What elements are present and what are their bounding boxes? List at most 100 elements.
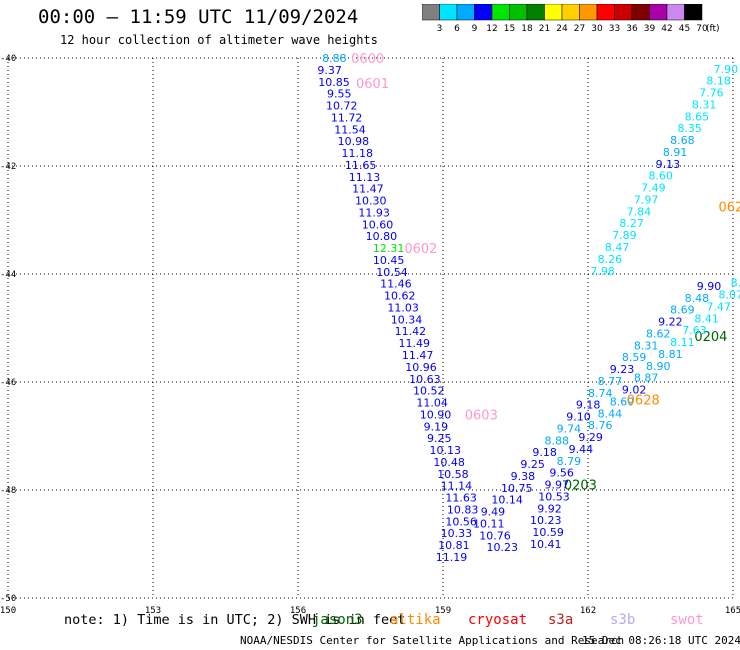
color-scale-label: 30 — [591, 24, 603, 34]
color-scale-label: 27 — [574, 24, 585, 34]
data-point-altika: 9.44 — [569, 443, 594, 456]
data-point-swot: 8.88 — [322, 52, 347, 65]
data-point-jason3: 8.88 — [545, 434, 570, 447]
pass-label-altika: 0628 — [627, 393, 660, 408]
data-point-jason3: 9.18 — [532, 446, 557, 459]
data-point-altika: 10.59 — [532, 526, 564, 539]
data-point-altika: 9.29 — [578, 431, 603, 444]
data-point-cryosat: 8.31 — [692, 98, 717, 111]
pass-label-swot: 0603 — [465, 408, 498, 423]
data-point-swot: 10.63 — [409, 373, 441, 386]
satellite-label-altika: altika — [390, 612, 441, 628]
color-scale-label: 21 — [539, 24, 550, 34]
data-point-cryosat: 7.97 — [634, 193, 659, 206]
chart-title: 00:00 – 11:59 UTC 11/09/2024 — [38, 6, 359, 28]
data-point-cryosat: 8.18 — [706, 75, 731, 88]
data-point-cryosat: 7.90 — [714, 63, 739, 76]
data-point-swot: 10.72 — [326, 100, 358, 113]
data-point-jason3: 9.23 — [610, 363, 635, 376]
color-scale-label: 6 — [454, 24, 460, 34]
data-point-swot: 10.56 — [445, 515, 477, 528]
color-scale-legend: 3 6 9 12 15 18 21 24 27 30 33 36 39 42 45 70(ft) — [422, 4, 720, 34]
y-tick-label: -46 — [0, 378, 16, 388]
footer-note: note: 1) Time is in UTC; 2) SWH is in fe… — [64, 612, 406, 628]
data-point-swot: 11.13 — [349, 171, 381, 184]
data-point-jason3: 9.38 — [511, 470, 535, 483]
data-point-swot: 11.04 — [416, 397, 448, 410]
satellite-label-s3a: s3a — [548, 612, 574, 628]
data-point-cryosat: 8.27 — [619, 217, 644, 230]
y-tick-label: -48 — [0, 486, 16, 496]
data-point-swot: 12.31 — [373, 242, 405, 255]
data-point-jason3: 9.90 — [697, 280, 722, 293]
data-point-swot: 9.19 — [424, 420, 449, 433]
color-scale-swatch — [526, 4, 545, 21]
data-point-cryosat: 8.65 — [685, 110, 710, 123]
x-tick-label: 156 — [290, 606, 306, 616]
color-scale-label: 42 — [661, 24, 672, 34]
data-point-altika: 7.63 — [682, 324, 707, 337]
color-scale-swatch — [456, 4, 475, 21]
data-point-altika: 9.56 — [549, 467, 574, 480]
data-point-cryosat: 7.84 — [627, 205, 652, 218]
y-tick-label: -40 — [0, 54, 16, 64]
data-point-cryosat: 7.49 — [641, 182, 666, 195]
data-point-swot: 11.19 — [436, 551, 468, 564]
data-point-altika: 8.44 — [598, 407, 623, 420]
data-point-swot: 11.65 — [345, 159, 377, 172]
color-scale-swatch — [561, 4, 580, 21]
data-point-jason3: 8.69 — [670, 304, 695, 317]
x-tick-label: 153 — [145, 606, 161, 616]
color-scale-label: 12 — [486, 24, 497, 34]
data-point-swot: 11.93 — [358, 206, 390, 219]
data-point-jason3: 9.22 — [658, 316, 683, 329]
data-point-altika: 9.97 — [545, 479, 570, 492]
color-scale-unit: (ft) — [706, 24, 720, 34]
color-scale-swatch — [649, 4, 668, 21]
data-point-jason3: 9.25 — [520, 458, 545, 471]
data-point-jason3: 8.74 — [588, 387, 613, 400]
color-scale-swatch — [596, 4, 615, 21]
y-tick-label: -44 — [0, 270, 16, 280]
data-point-swot: 11.47 — [352, 183, 384, 196]
data-point-swot: 10.62 — [384, 290, 416, 303]
color-scale-label: 15 — [504, 24, 515, 34]
data-point-jason3: 10.76 — [479, 529, 511, 542]
data-point-jason3: 10.11 — [473, 517, 505, 530]
data-point-altika: 8.11 — [670, 336, 695, 349]
data-point-altika: 10.23 — [530, 514, 562, 527]
color-scale-label: 45 — [679, 24, 690, 34]
data-point-cryosat: 9.13 — [656, 158, 681, 171]
data-point-swot: 10.81 — [438, 539, 470, 552]
data-point-jason3: 8.59 — [622, 351, 647, 364]
data-point-altika: 8.16 — [731, 277, 740, 290]
pass-label-swot: 0600 — [351, 52, 384, 67]
data-point-altika: 10.53 — [538, 490, 570, 503]
data-point-cryosat: 8.68 — [670, 134, 695, 147]
data-point-altika: 9.92 — [537, 502, 562, 515]
color-scale-label: 18 — [521, 24, 533, 34]
data-point-cryosat: 7.76 — [699, 87, 724, 100]
data-point-swot: 11.14 — [441, 480, 473, 493]
x-tick-label: 159 — [435, 606, 451, 616]
data-point-altika: 7.47 — [706, 300, 731, 313]
data-point-swot: 11.54 — [334, 123, 366, 136]
satellite-label-cryosat: cryosat — [468, 612, 528, 628]
chart-subtitle: 12 hour collection of altimeter wave hei… — [60, 33, 378, 47]
satellite-label-swot: swot — [670, 612, 704, 628]
data-point-swot: 11.47 — [402, 349, 434, 362]
pass-label-swot: 0601 — [356, 77, 389, 92]
data-point-swot: 10.48 — [433, 456, 465, 469]
data-point-jason3: 10.75 — [501, 482, 533, 495]
data-point-swot: 10.58 — [437, 468, 469, 481]
data-point-altika: 10.41 — [530, 538, 562, 551]
color-scale-swatch — [684, 4, 703, 21]
color-scale-swatch — [491, 4, 510, 21]
color-scale-label: 36 — [626, 24, 638, 34]
data-point-swot: 11.42 — [395, 325, 427, 338]
data-point-altika: 9.02 — [622, 384, 647, 397]
data-point-altika: 8.76 — [588, 419, 613, 432]
data-point-cryosat: 8.91 — [663, 146, 688, 159]
